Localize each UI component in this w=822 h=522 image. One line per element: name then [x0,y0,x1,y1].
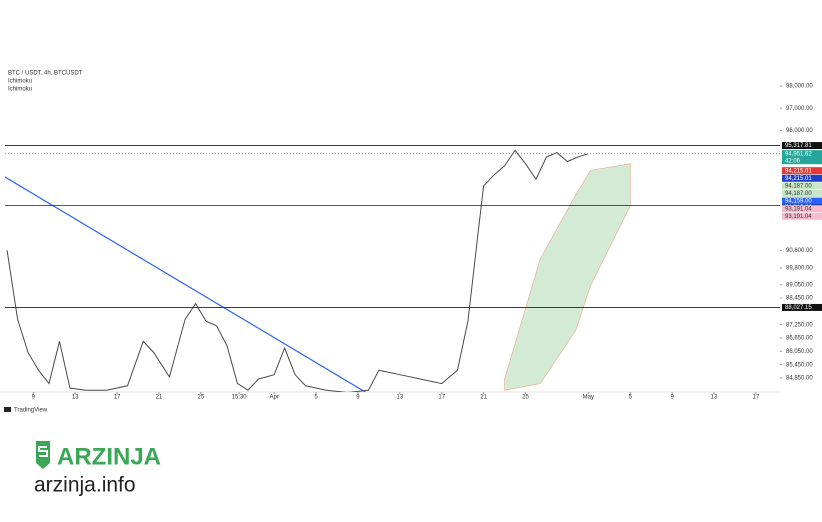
price-label: 94,215.01 [785,176,812,182]
x-tick-label: 25 [198,395,205,401]
x-tick-label: 13 [72,395,79,401]
tv-logo [4,407,11,412]
y-tick-label: 89,050.00 [786,282,813,288]
x-tick-label: 5 [314,395,318,401]
x-tick-label: 21 [480,395,487,401]
x-tick-label: 21 [156,395,163,401]
x-tick-label: 13 [396,395,403,401]
price-label-box [782,189,822,197]
platform-name: TradingView [14,408,48,414]
level-label: 88,027.15 [785,305,812,311]
y-tick-label: 87,250.00 [786,322,813,328]
trend-line [5,176,366,392]
price-label-box [782,174,822,182]
y-tick-label: 90,600.00 [786,248,813,254]
price-label-box [782,167,822,175]
brand-site: arzinja.info [34,474,136,497]
x-tick-label: 15:30 [232,395,248,401]
y-tick-label: 89,800.00 [786,266,813,272]
x-tick-label: 9 [356,395,360,401]
price-label: 94,215.01 [785,168,812,174]
last-price-label: 94,951.62 [785,151,812,157]
chart-title: BTC / USDT, 4h, BTCUSDT [8,71,83,77]
price-label-box [782,182,822,190]
level-box [782,303,822,311]
y-tick-label: 85,450.00 [786,362,813,368]
y-tick-label: 98,000.00 [786,84,813,90]
x-tick-label: Apr [269,395,278,401]
indicator-label: Ichimoku [8,87,32,93]
price-label-box [782,197,822,205]
x-tick-label: 17 [438,395,445,401]
x-tick-label: 17 [753,395,760,401]
price-label: 93,191.04 [785,214,812,220]
ichimoku-cloud [504,163,631,391]
x-tick-label: 17 [114,395,121,401]
y-tick-label: 86,650.00 [786,336,813,342]
countdown: 42:06 [785,158,801,164]
indicator-label: Ichimoku [8,79,32,85]
level-box [782,142,822,150]
price-label-box [782,212,822,220]
price-line [6,149,589,392]
x-tick-label: May [583,395,594,401]
x-tick-label: 13 [711,395,718,401]
price-label: 94,159.00 [785,199,812,205]
x-tick-label: 25 [522,395,529,401]
last-price-box [782,150,822,165]
y-tick-label: 96,000.00 [786,128,813,134]
price-label: 94,187.00 [785,183,812,189]
y-tick-label: 97,000.00 [786,106,813,112]
y-tick-label: 84,850.00 [786,376,813,382]
y-tick-label: 86,050.00 [786,349,813,355]
y-tick-label: 88,450.00 [786,296,813,302]
level-label: 95,317.81 [785,143,812,149]
x-tick-label: 5 [629,395,633,401]
price-label-box [782,205,822,213]
x-tick-label: 9 [32,395,36,401]
brand-name: ARZINJA [57,443,161,470]
price-label: 93,191.04 [785,206,812,212]
brand-icon [36,441,50,469]
x-tick-label: 9 [670,395,674,401]
price-label: 94,187.00 [785,191,812,197]
